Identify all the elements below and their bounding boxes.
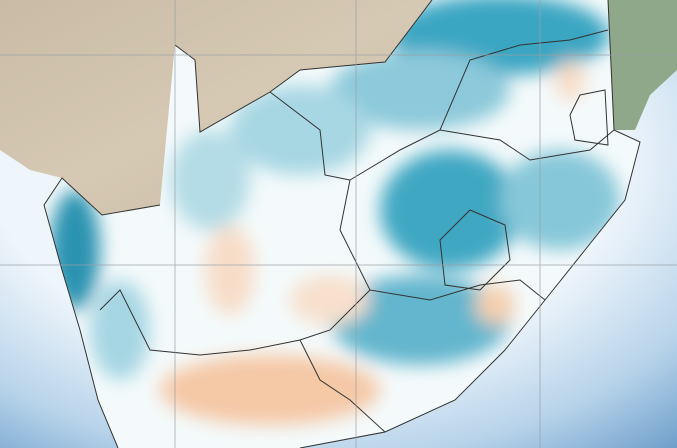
borders xyxy=(43,0,641,448)
land-north-east xyxy=(608,0,677,130)
land-north-west xyxy=(0,0,432,215)
